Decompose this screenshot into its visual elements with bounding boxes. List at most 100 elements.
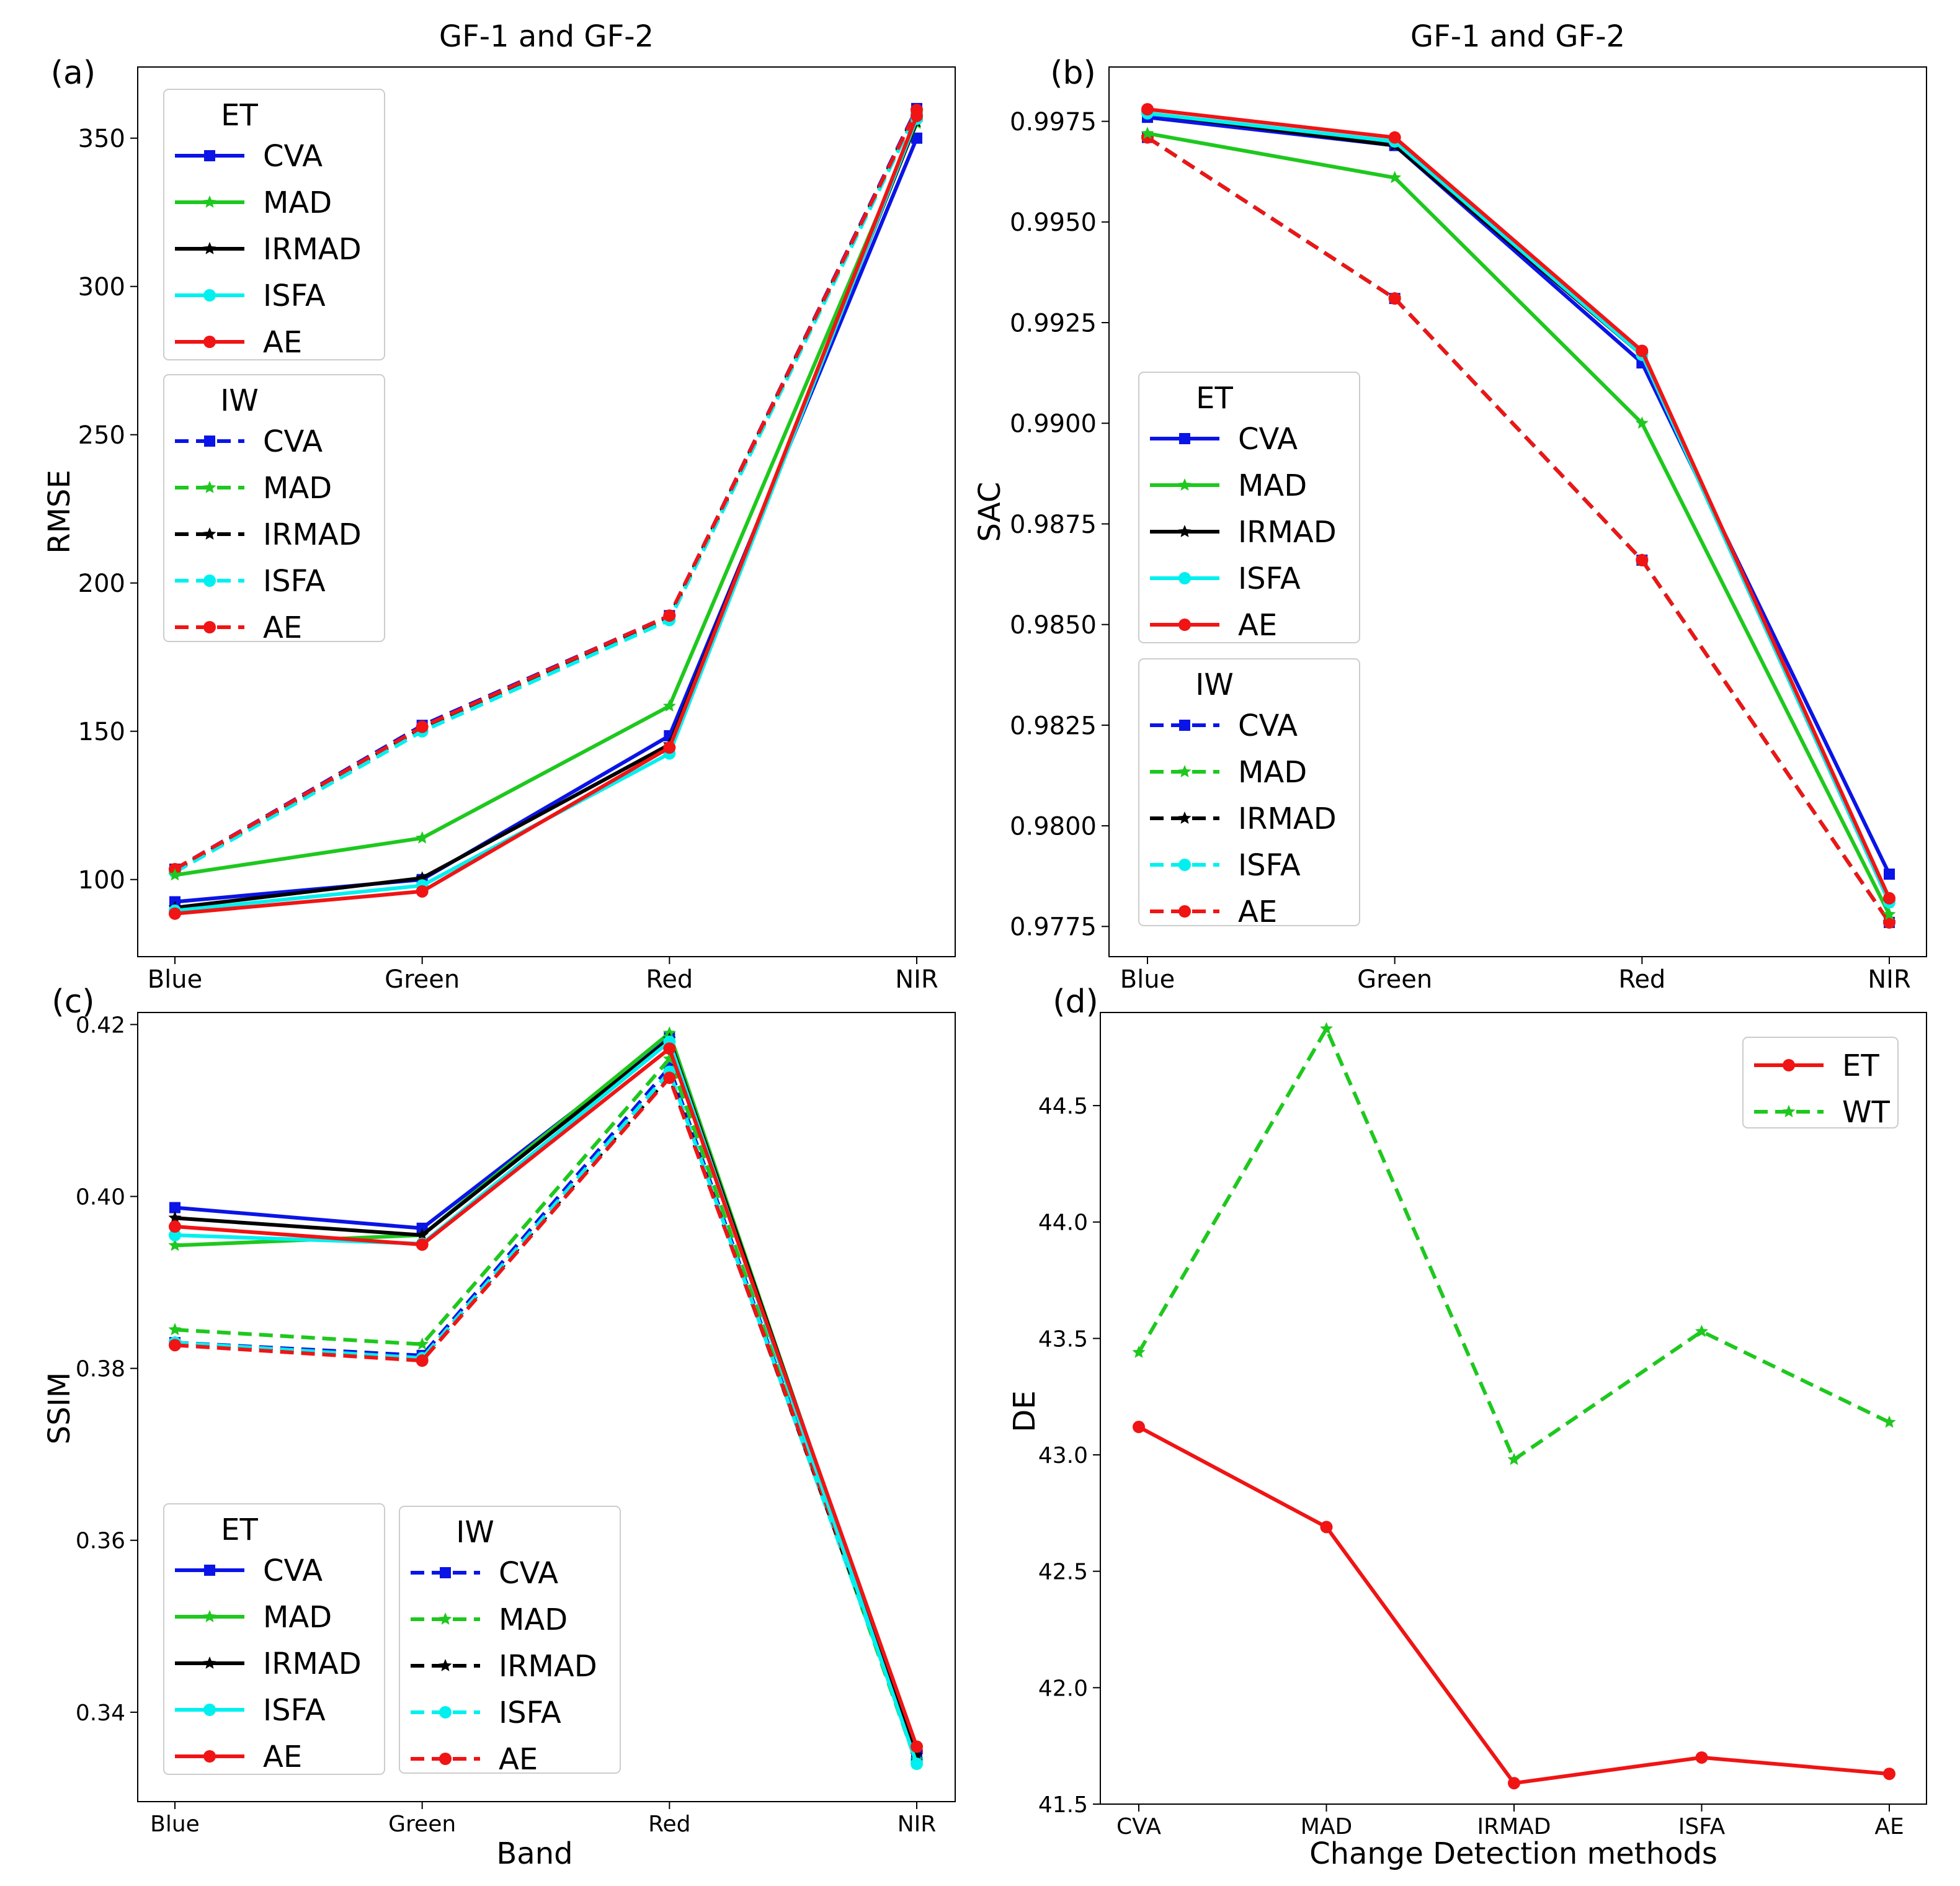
legend-marker [1178,619,1191,631]
legend-marker [439,1706,452,1718]
panel-a-series [168,102,924,920]
y-tick-label: 44.5 [1038,1094,1088,1119]
panel-a-label: (a) [51,55,96,92]
x-tick-label: Red [646,965,693,994]
legend-label-isfa: ISFA [1238,561,1301,596]
data-point [1636,553,1649,566]
legend-marker [439,1612,452,1625]
legend-marker [1178,905,1191,918]
series-line [1147,107,1891,900]
legend-title: IW [220,383,259,418]
legend-label-irmad: IRMAD [499,1649,597,1684]
data-point [416,1337,429,1350]
legend-label-ae: AE [263,325,302,360]
x-tick-label: Green [385,965,460,994]
data-point [416,720,429,733]
y-tick-label: 0.40 [76,1184,125,1210]
legend-label-ae: AE [1238,895,1277,929]
legend-marker [203,574,216,587]
series-line [174,115,919,916]
data-point [169,1220,181,1233]
legend-label-irmad: IRMAD [263,232,362,267]
legend-marker [1179,720,1190,731]
y-tick-label: 0.34 [76,1701,125,1726]
y-tick-label: 41.5 [1038,1792,1088,1818]
series-line [1147,132,1891,916]
x-tick-label: Red [648,1812,690,1837]
data-point [169,907,181,920]
data-point [663,1042,676,1055]
x-tick-label: NIR [1868,965,1911,994]
panel-a: GF-1 and GF-2 (a) RMSE 100 150 200 250 300 35… [42,19,956,994]
data-point [1883,892,1895,905]
data-point [911,1740,923,1753]
series-et-ae [169,1042,923,1753]
legend-title: IW [456,1515,494,1550]
legend-marker [1179,433,1190,444]
panel-c-frame [137,1012,956,1802]
y-tick-label: 0.9900 [1010,410,1097,439]
x-tick-label: AE [1874,1814,1904,1839]
legend-label-mad: MAD [1238,755,1307,790]
panel-c: (c) SSIM Band 0.34 0.36 0.38 0.40 0.42 Blue Gr… [42,983,956,1871]
data-point [911,132,922,144]
data-point [1882,1415,1896,1428]
legend-label-cva: CVA [263,139,323,174]
legend-label-mad: MAD [263,185,332,220]
data-point [416,831,429,844]
x-tick-label: ISFA [1678,1814,1726,1839]
y-tick-label: 43.5 [1038,1326,1088,1352]
y-tick-label: 0.9950 [1010,208,1097,237]
legend-marker [203,336,216,348]
legend-frame [163,89,385,360]
series-line [174,122,919,877]
legend-label-mad: MAD [499,1602,568,1637]
legend-marker [1178,572,1191,584]
series-line [174,1047,919,1748]
panel-c-label: (c) [51,983,94,1021]
legend-label-wt: WT [1842,1095,1890,1130]
legend-label-ae: AE [1238,608,1277,643]
legend-label-et: ET [1842,1048,1879,1083]
y-tick-label: 0.38 [76,1357,125,1382]
data-point [169,1339,181,1352]
data-point [1132,1345,1146,1358]
y-tick-label: 44.0 [1038,1210,1088,1236]
y-tick-label: 150 [78,718,125,746]
series-line [1138,1425,1890,1785]
data-point [1636,344,1649,357]
panel-d-axes: 41.5 42.0 42.5 43.0 43.5 44.0 44.5 CVA MAD IRMAD I… [1038,1094,1904,1839]
legend-label-mad: MAD [263,1600,332,1635]
data-point [1388,171,1402,184]
data-point [1507,1452,1521,1465]
series-line [1147,115,1891,875]
legend-frame [163,1503,385,1775]
legend-label-irmad: IRMAD [263,517,362,552]
legend-label-cva: CVA [263,1553,323,1588]
y-tick-label: 0.9825 [1010,712,1097,740]
panel-d-label: (d) [1053,983,1098,1021]
legend-label-ae: AE [263,610,302,645]
panel-a-axes: 100 150 200 250 300 350 Blue Green Red NIR [78,125,938,994]
data-point [911,109,923,122]
data-point [168,1323,182,1336]
panel-b-axes: 0.9775 0.9800 0.9825 0.9850 0.9875 0.9900 0.99… [1010,108,1911,994]
data-point [911,1758,923,1771]
y-tick-label: 0.9925 [1010,309,1097,337]
legend-frame [1138,372,1360,643]
data-point [1133,1421,1145,1434]
series-et-ae [169,109,923,920]
data-point [1883,1768,1895,1781]
y-tick-label: 42.0 [1038,1676,1088,1701]
panel-d-legend: ET WT [1742,1037,1899,1130]
data-point [1320,1521,1333,1534]
y-tick-label: 100 [78,866,125,895]
data-point [1320,1022,1333,1035]
legend-frame [399,1506,621,1774]
legend-marker [1178,859,1191,871]
legend-label-irmad: IRMAD [1238,515,1337,550]
